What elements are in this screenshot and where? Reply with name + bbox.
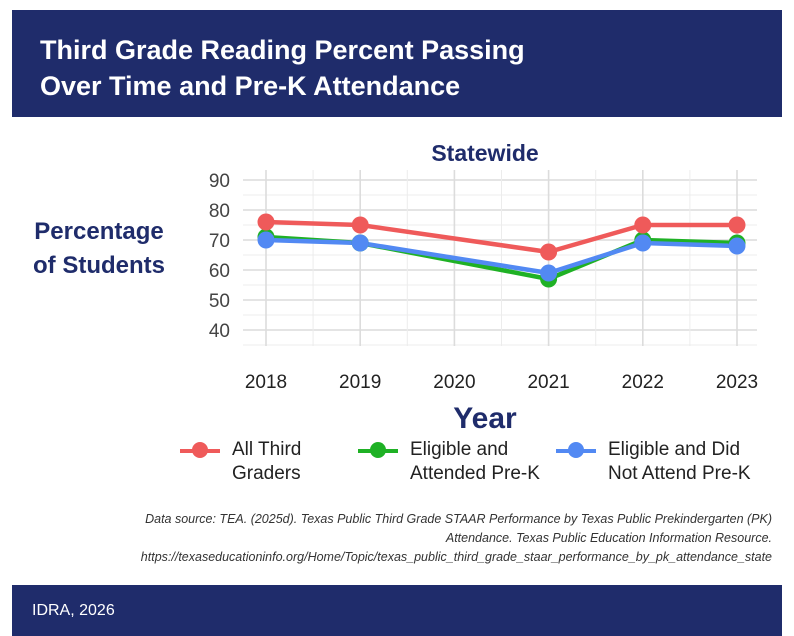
footer-credit: IDRA, 2026	[32, 602, 115, 619]
data-point	[351, 234, 369, 252]
y-tick-label: 40	[209, 321, 230, 342]
data-point	[257, 213, 275, 231]
x-tick-label: 2022	[622, 372, 664, 393]
data-point	[728, 237, 746, 255]
data-point	[257, 231, 275, 249]
line-chart: 90 80 70 60 50 40 2018 2019 2020 2021 2022 2023	[209, 170, 758, 393]
page-title: Third Grade Reading Percent Passing Over…	[40, 35, 525, 101]
chart-title: Statewide	[431, 140, 539, 166]
x-tick-label: 2020	[433, 372, 475, 393]
source-line: Attendance. Texas Public Education Infor…	[445, 531, 772, 545]
footer-banner: IDRA, 2026	[12, 585, 782, 636]
legend-label: Eligible and Did Not Attend Pre-K	[608, 439, 751, 484]
data-point	[540, 264, 558, 282]
x-tick-label: 2019	[339, 372, 381, 393]
y-tick-label: 70	[209, 231, 230, 252]
legend-swatch	[180, 442, 220, 458]
chart-legend: All Third Graders Eligible and Attended P…	[180, 438, 780, 490]
legend-swatch	[556, 442, 596, 458]
x-tick-label: 2023	[716, 372, 758, 393]
source-line: Data source: TEA. (2025d). Texas Public …	[145, 512, 772, 526]
data-point	[634, 234, 652, 252]
y-tick-label: 50	[209, 291, 230, 312]
data-point	[540, 243, 558, 261]
y-tick-label: 80	[209, 201, 230, 222]
y-tick-label: 90	[209, 171, 230, 192]
x-tick-label: 2021	[527, 372, 569, 393]
header-banner: Third Grade Reading Percent Passing Over…	[12, 10, 782, 117]
y-axis-label: Percentage of Students	[33, 218, 165, 279]
data-point	[351, 216, 369, 234]
legend-swatch	[358, 442, 398, 458]
data-point	[728, 216, 746, 234]
x-tick-label: 2018	[245, 372, 287, 393]
source-line: https://texaseducationinfo.org/Home/Topi…	[140, 550, 772, 564]
legend-label: Eligible and Attended Pre-K	[410, 439, 540, 484]
data-source-note: Data source: TEA. (2025d). Texas Public …	[20, 510, 772, 567]
y-tick-label: 60	[209, 261, 230, 282]
legend-label: All Third Graders	[232, 439, 302, 484]
x-axis-label: Year	[453, 402, 517, 435]
data-point	[634, 216, 652, 234]
